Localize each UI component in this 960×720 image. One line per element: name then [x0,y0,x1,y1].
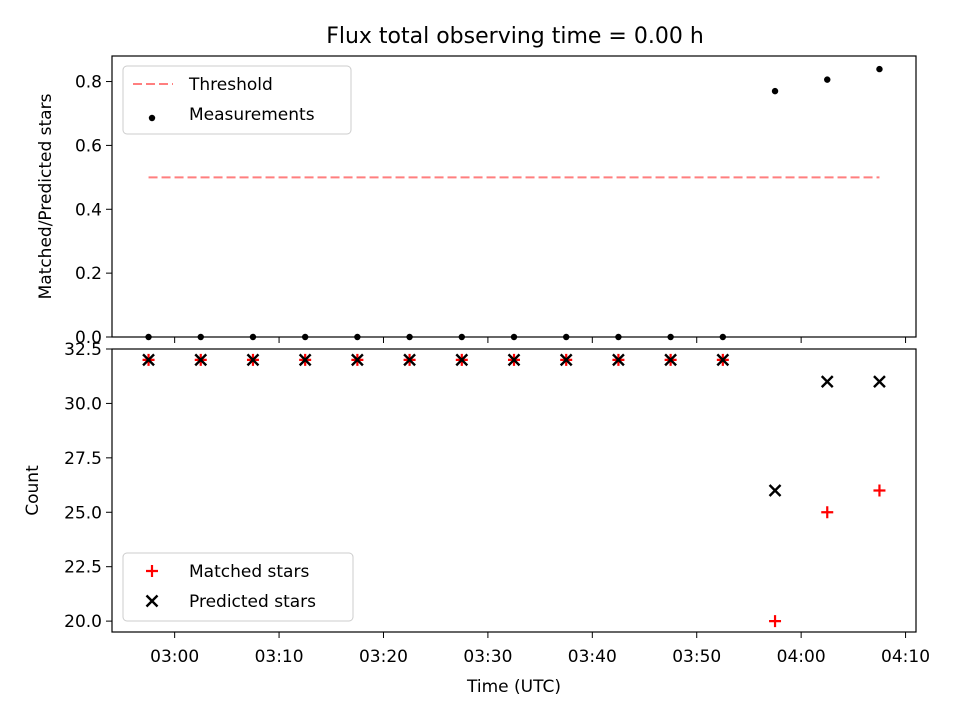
legend-label: Measurements [189,105,315,125]
y-axis-label: Count [23,465,43,516]
top-panel: 0.0 0.2 0.4 0.6 0.8 Matched/Predicted stars Th… [36,55,917,348]
y-tick-label: 32.5 [64,340,102,360]
y-tick-label: 20.0 [64,612,102,632]
x-tick-label: 04:00 [777,647,826,667]
predicted-star-point [559,353,573,367]
x-axis-label: Time (UTC) [466,677,561,697]
legend-matched-swatch [146,565,158,577]
measurement-point [876,65,883,73]
chart-title: Flux total observing time = 0.00 h [326,24,704,49]
predicted-star-point [507,353,521,367]
legend: Matched stars Predicted stars [122,552,354,622]
legend: Threshold Measurements [122,65,352,135]
matched-star-point [873,484,886,497]
predicted-star-point [142,353,155,367]
legend-label: Threshold [188,75,273,95]
predicted-star-point [246,353,260,367]
predicted-star-point [351,353,364,367]
measurement-point [824,76,831,83]
x-tick-label: 03:20 [359,647,408,667]
x-tick-label: 03:00 [150,647,199,667]
predicted-star-point [403,353,416,367]
x-tick-label: 04:10 [881,647,930,667]
legend-label: Matched stars [189,562,309,582]
measurement-point [771,87,779,95]
axes-frame [111,55,917,338]
bottom-panel: 20.0 22.5 25.0 27.5 30.0 32.5 03:00 03:10 03:20 0… [23,340,930,697]
x-tick-label: 03:50 [672,647,721,667]
y-axis-label: Matched/Predicted stars [36,93,56,299]
x-tick-label: 03:10 [255,647,304,667]
y-tick-label: 0.6 [75,136,102,156]
matched-star-point [769,615,782,628]
y-tick-label: 25.0 [64,503,102,523]
predicted-star-point [820,375,834,389]
y-tick-label: 27.5 [64,449,102,469]
legend-label: Predicted stars [189,592,316,612]
y-tick-label: 0.0 [75,328,102,348]
predicted-star-point [455,353,469,367]
legend-box [122,552,354,622]
predicted-star-point [612,353,625,367]
predicted-star-point [716,353,730,367]
matched-star-point [821,506,834,519]
predicted-star-point [298,353,312,367]
y-tick-label: 0.4 [75,200,102,220]
legend-box [122,65,352,135]
predicted-star-point [873,375,886,389]
legend-measurement-swatch [148,114,156,122]
y-tick-label: 22.5 [64,558,102,578]
series-predicted-stars [142,353,886,497]
y-tick-label: 0.2 [75,264,102,284]
y-tick-label: 30.0 [64,394,102,414]
x-tick-label: 03:40 [568,647,617,667]
axes-frame [111,348,917,633]
y-tick-label: 0.8 [75,73,102,93]
predicted-star-point [194,353,208,367]
predicted-star-point [768,484,782,497]
x-tick-label: 03:30 [463,647,512,667]
legend-predicted-swatch [145,594,159,608]
predicted-star-point [664,353,677,367]
